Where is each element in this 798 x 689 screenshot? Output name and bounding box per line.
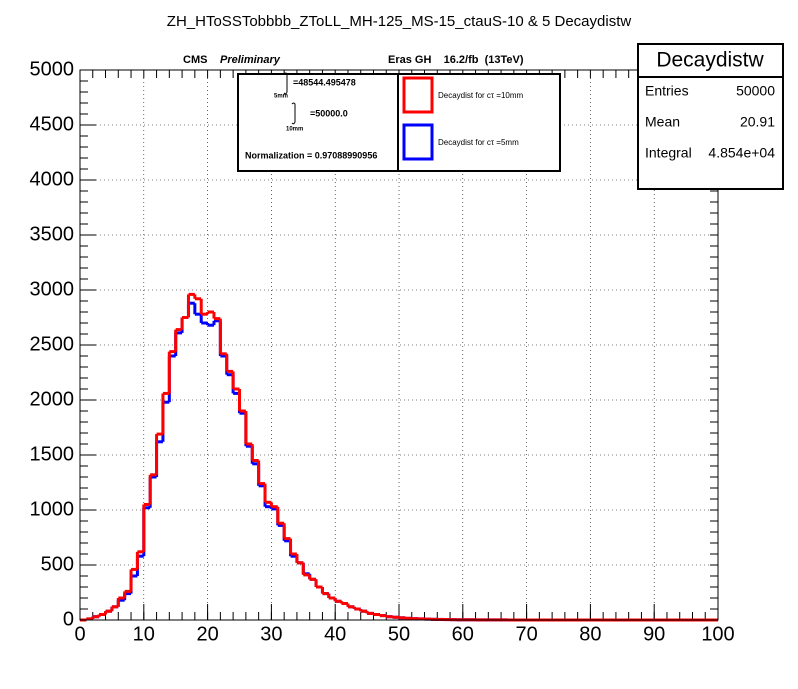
x-tick-label: 70 bbox=[515, 623, 537, 645]
y-tick-label: 500 bbox=[41, 553, 74, 575]
y-tick-label: 2000 bbox=[30, 388, 75, 410]
integral-sub: 5mm bbox=[274, 94, 288, 100]
cms-sublabel: Preliminary bbox=[220, 54, 281, 66]
y-tick-label: 0 bbox=[63, 608, 74, 630]
y-tick-label: 1500 bbox=[30, 443, 75, 465]
legend-swatch bbox=[402, 123, 434, 161]
stats-label: Integral bbox=[645, 145, 692, 161]
integral-value: =48544.495478 bbox=[293, 77, 356, 87]
y-tick-label: 4000 bbox=[30, 168, 75, 190]
legend-label: Decaydist for cτ =5mm bbox=[438, 138, 519, 147]
legend-box bbox=[397, 73, 561, 172]
plot-frame bbox=[79, 69, 719, 621]
legend-label: Decaydist for cτ =10mm bbox=[438, 91, 524, 100]
integral-sub: 10mm bbox=[286, 127, 303, 133]
cms-label: CMS bbox=[183, 54, 207, 66]
legend-swatch bbox=[402, 76, 434, 114]
stats-box bbox=[637, 43, 784, 190]
stats-label: Entries bbox=[645, 83, 689, 99]
stats-label: Mean bbox=[645, 114, 680, 130]
x-tick-label: 20 bbox=[196, 623, 218, 645]
x-tick-label: 50 bbox=[388, 623, 410, 645]
x-tick-label: 90 bbox=[643, 623, 665, 645]
integral-box bbox=[237, 73, 399, 172]
x-tick-label: 30 bbox=[260, 623, 282, 645]
histogram-series bbox=[80, 292, 718, 622]
stats-value: 50000 bbox=[736, 83, 775, 99]
y-tick-label: 5000 bbox=[30, 58, 75, 80]
x-tick-label: 60 bbox=[452, 623, 474, 645]
integral-sign bbox=[291, 102, 296, 125]
y-tick-label: 3000 bbox=[30, 278, 75, 300]
stats-name: Decaydistw bbox=[656, 49, 764, 72]
y-tick-label: 4500 bbox=[30, 113, 75, 135]
integral-sign bbox=[283, 72, 288, 95]
integral-value: =50000.0 bbox=[310, 108, 348, 118]
x-tick-label: 40 bbox=[324, 623, 346, 645]
y-tick-label: 2500 bbox=[30, 333, 75, 355]
lumi-label: Eras GH 16.2/fb (13TeV) bbox=[388, 54, 524, 66]
x-tick-label: 100 bbox=[701, 623, 734, 645]
x-tick-label: 80 bbox=[579, 623, 601, 645]
stats-value: 20.91 bbox=[740, 114, 775, 130]
chart-title: ZH_HToSSTobbbb_ZToLL_MH-125_MS-15_ctauS-… bbox=[167, 13, 632, 30]
y-tick-label: 3500 bbox=[30, 223, 75, 245]
y-tick-label: 1000 bbox=[30, 498, 75, 520]
normalization: Normalization = 0.97088990956 bbox=[245, 150, 377, 160]
stats-value: 4.854e+04 bbox=[708, 145, 775, 161]
x-tick-label: 10 bbox=[133, 623, 155, 645]
x-tick-label: 0 bbox=[74, 623, 85, 645]
